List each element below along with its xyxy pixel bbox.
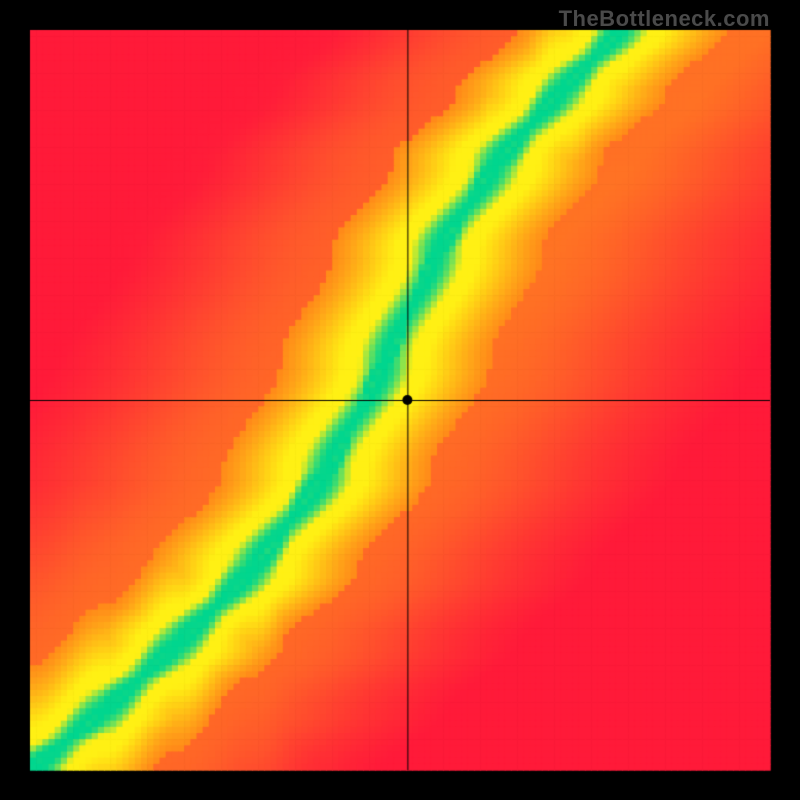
watermark-text: TheBottleneck.com	[559, 6, 770, 32]
bottleneck-heatmap-canvas	[0, 0, 800, 800]
chart-frame: TheBottleneck.com	[0, 0, 800, 800]
